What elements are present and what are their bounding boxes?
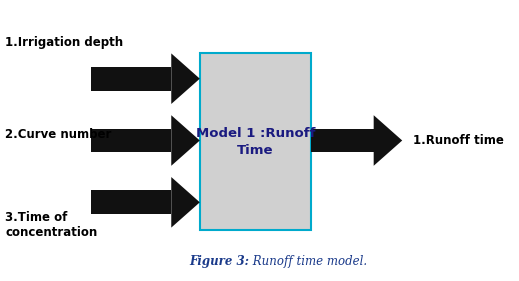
Polygon shape <box>374 115 402 166</box>
Bar <box>311 129 374 152</box>
Bar <box>200 53 311 230</box>
Text: Runoff time model.: Runoff time model. <box>249 255 367 268</box>
Polygon shape <box>171 115 200 166</box>
Text: Figure 3:: Figure 3: <box>189 255 249 268</box>
Polygon shape <box>171 53 200 104</box>
Text: 1.Irrigation depth: 1.Irrigation depth <box>5 36 124 49</box>
Bar <box>91 67 171 90</box>
Text: Model 1 :Runoff
Time: Model 1 :Runoff Time <box>196 127 316 157</box>
Polygon shape <box>171 177 200 228</box>
Bar <box>91 129 171 152</box>
Text: 1.Runoff time: 1.Runoff time <box>413 134 503 147</box>
Bar <box>91 191 171 214</box>
Text: 3.Time of
concentration: 3.Time of concentration <box>5 211 98 239</box>
Text: 2.Curve number: 2.Curve number <box>5 128 112 141</box>
